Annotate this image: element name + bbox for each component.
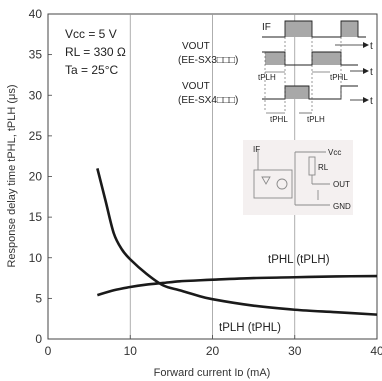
circuit-gnd-label: GND (333, 202, 351, 211)
curve-tplh-tphl (96, 168, 378, 316)
transistor-symbol-icon (276, 178, 288, 190)
vout2-waveform (262, 85, 358, 100)
x-axis-label: Forward current Iᴅ (mA) (154, 367, 271, 379)
circuit-vcc-label: Vcc (328, 148, 341, 157)
vout1-label: VOUT (182, 41, 210, 52)
x-tick-label: 0 (45, 344, 52, 358)
x-tick-label: 10 (124, 344, 138, 358)
tplh-label-1: tPLH (258, 73, 276, 82)
y-tick-labels: 0 5 10 15 20 25 30 35 40 (29, 7, 52, 346)
x-tick-labels: 0 10 20 30 40 (45, 335, 382, 358)
y-tick-label: 35 (29, 48, 43, 62)
tplh-label-2: tPLH (307, 115, 325, 124)
curve-tphl-tplh (96, 274, 378, 297)
x-tick-label: 40 (370, 344, 382, 358)
y-tick-label: 10 (29, 251, 43, 265)
vout1-model: (EE-SX3□□□) (178, 55, 238, 66)
if-time-arrow-icon (363, 42, 369, 48)
led-symbol-icon (261, 176, 271, 185)
y-tick-label: 5 (35, 291, 42, 305)
if-time-label: t (370, 41, 373, 52)
vout2-pulse-1 (285, 86, 309, 99)
vout2-time-arrow-icon (363, 97, 369, 103)
y-tick-label: 20 (29, 170, 43, 184)
if-waveform (262, 20, 366, 38)
circuit-rl-label: RL (318, 163, 329, 172)
vout2-time-label: t (370, 96, 373, 107)
x-tick-label: 30 (288, 344, 302, 358)
label-tplh-tphl: tPLH (tPHL) (219, 322, 281, 334)
label-tphl-tplh: tPHL (tPLH) (268, 254, 330, 266)
tphl-label-1: tPHL (330, 73, 348, 82)
vout2-label: VOUT (182, 81, 210, 92)
y-tick-label: 15 (29, 210, 43, 224)
condition-ta: Ta = 25°C (65, 63, 118, 77)
y-tick-label: 25 (29, 129, 43, 143)
vout1-pulse-1 (265, 52, 285, 65)
y-tick-label: 40 (29, 7, 43, 21)
circuit-inset: IF Vcc RL OUT GND (243, 140, 353, 215)
x-tick-label: 20 (206, 344, 220, 358)
vout1-pulse-2 (312, 52, 341, 65)
vout2-model: (EE-SX4□□□) (178, 95, 238, 106)
timing-measure-arrows (265, 71, 330, 114)
if-pulse-2 (341, 21, 358, 37)
timing-guides (264, 37, 342, 112)
condition-rl: RL = 330 Ω (65, 45, 126, 59)
vout1-time-arrow-icon (363, 68, 369, 74)
sensor-package (253, 169, 293, 199)
condition-vcc: Vcc = 5 V (65, 27, 117, 41)
y-tick-label: 30 (29, 88, 43, 102)
circuit-if-label: IF (253, 145, 260, 154)
timing-if-label: IF (262, 22, 271, 33)
y-tick-label: 0 (35, 332, 42, 346)
circuit-out-label: OUT (333, 180, 350, 189)
tphl-label-2: tPHL (270, 115, 288, 124)
timing-diagram-inset: IF t VOUT (EE-SX3□□□) t tPLH tPHL VOUT (… (178, 20, 373, 124)
if-pulse-1 (285, 21, 312, 37)
vout1-time-label: t (370, 67, 373, 78)
y-axis-label: Response delay time tPHL, tPLH (μs) (6, 84, 18, 267)
circuit-background (243, 140, 353, 215)
